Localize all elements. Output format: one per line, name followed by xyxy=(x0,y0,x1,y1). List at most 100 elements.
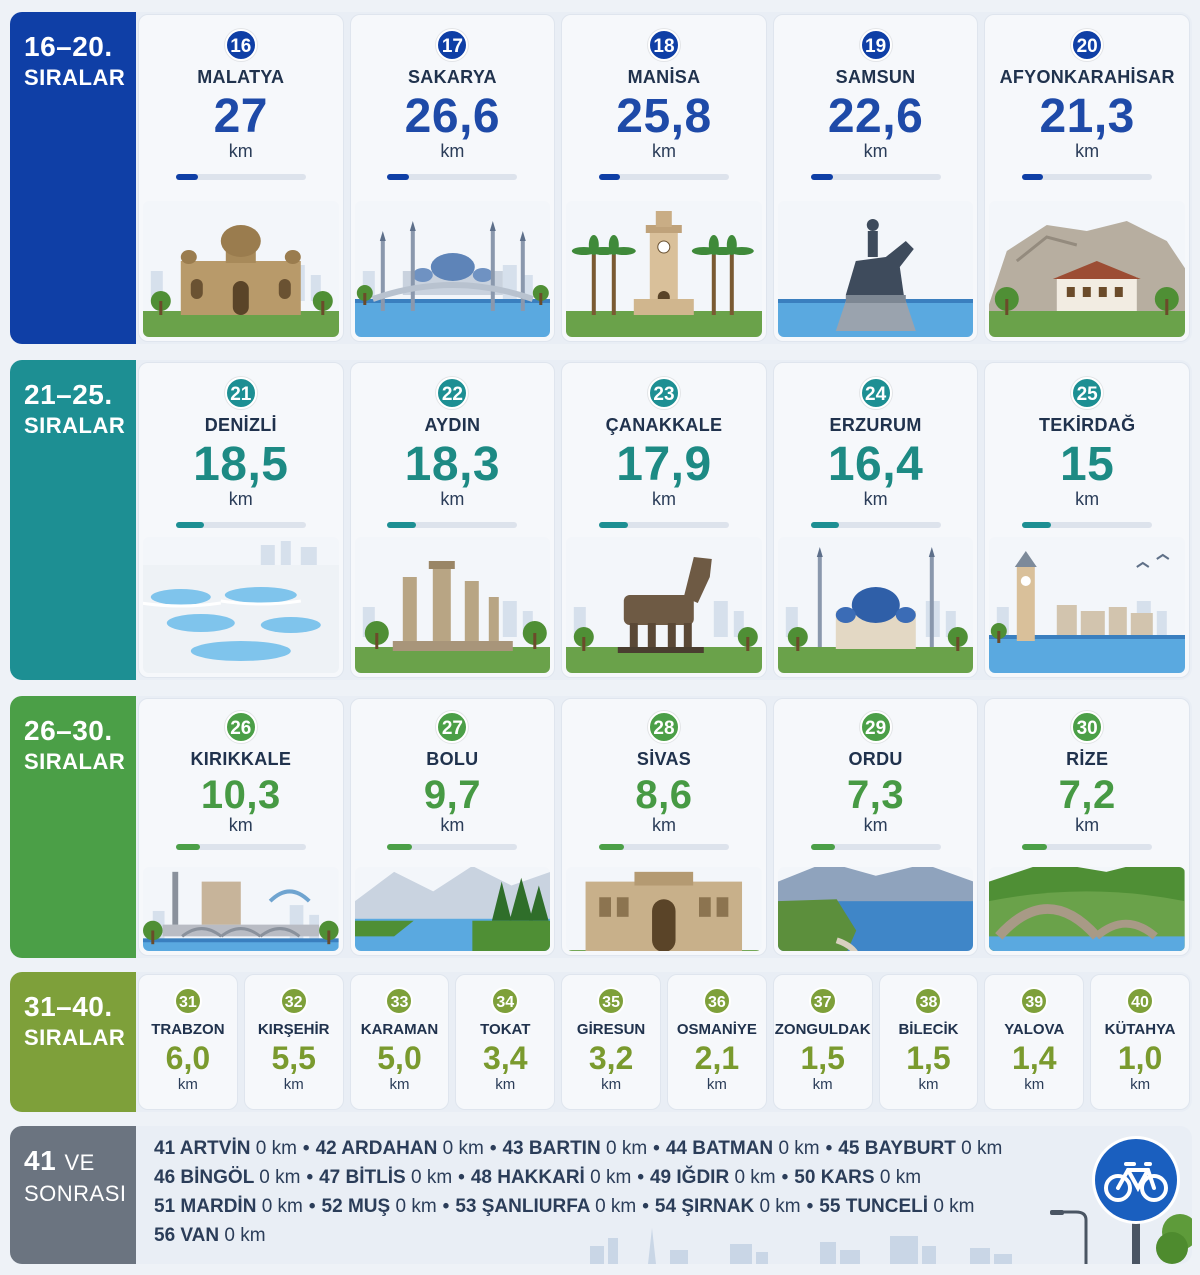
distance-value: 1,5 xyxy=(906,1040,951,1076)
distance-bar xyxy=(387,174,518,180)
trojan-horse-icon xyxy=(566,537,762,673)
rank-badge: 32 xyxy=(279,987,308,1015)
city-name: SAMSUN xyxy=(835,67,916,87)
city-card: 27 BOLU 9,7 km xyxy=(349,698,556,956)
city-card-small: 39 YALOVA 1,4 km xyxy=(984,974,1085,1110)
remaining-city-item: 54 ŞIRNAK 0 km xyxy=(655,1196,801,1217)
city-name: TUNCELİ xyxy=(845,1196,929,1217)
distance-unit: km xyxy=(389,1076,410,1093)
distance-bar xyxy=(810,174,941,180)
mausoleum-icon xyxy=(143,201,339,337)
bridge-river-icon xyxy=(143,867,339,951)
city-name: KIRIKKALE xyxy=(190,749,292,769)
distance-bar xyxy=(810,522,941,528)
distance-bar-fill xyxy=(810,522,840,528)
city-name: HAKKARİ xyxy=(497,1167,585,1188)
distance-value: 0 km xyxy=(261,1196,303,1217)
rank: 43 xyxy=(502,1138,524,1159)
distance-bar-fill xyxy=(598,844,624,850)
distance-value: 22,6 xyxy=(827,90,924,143)
city-card: 17 SAKARYA 26,6 km xyxy=(349,14,556,342)
small-card-row: 31 TRABZON 6,0 km 32 KIRŞEHİR 5,5 km 33 KA… xyxy=(138,974,1190,1110)
city-name: OSMANİYE xyxy=(676,1021,757,1038)
distance-value: 0 km xyxy=(879,1167,922,1188)
city-card-small: 34 TOKAT 3,4 km xyxy=(455,974,556,1110)
city-name: SAKARYA xyxy=(407,67,497,87)
lake-forest-icon xyxy=(354,867,551,951)
city-card: 26 KIRIKKALE 10,3 km xyxy=(138,698,344,956)
group-label-word: SIRALAR xyxy=(24,65,126,90)
group-31-40: 31–40. SIRALAR 31 TRABZON 6,0 km 32 KIRŞE… xyxy=(10,972,1192,1112)
group-label-range: 31–40. xyxy=(24,991,113,1022)
distance-value: 0 km xyxy=(778,1138,820,1159)
madrasa-icon xyxy=(566,867,762,951)
rank-badge: 27 xyxy=(436,711,469,743)
city-name: MARDİN xyxy=(180,1196,257,1217)
distance-value: 0 km xyxy=(224,1225,266,1246)
remaining-city-item: 49 IĞDIR 0 km xyxy=(650,1167,776,1188)
city-name: VAN xyxy=(180,1225,220,1246)
distance-value: 7,3 xyxy=(847,773,905,817)
remaining-city-item: 53 ŞANLIURFA 0 km xyxy=(455,1196,636,1217)
distance-value: 0 km xyxy=(759,1196,801,1217)
city-card-row: 21 DENİZLİ 18,5 km 22 AYDIN 18,3 km 23 Ç… xyxy=(138,362,1190,678)
remaining-city-item: 51 MARDİN 0 km xyxy=(154,1196,303,1217)
distance-unit: km xyxy=(440,141,465,161)
rank-badge: 29 xyxy=(859,711,892,743)
distance-value: 18,5 xyxy=(193,438,289,491)
distance-value: 0 km xyxy=(605,1138,648,1159)
distance-bar xyxy=(175,174,306,180)
city-card-small: 40 KÜTAHYA 1,0 km xyxy=(1090,974,1190,1110)
distance-value: 1,0 xyxy=(1117,1040,1163,1076)
city-name: ZONGULDAK xyxy=(774,1021,871,1038)
city-name: IĞDIR xyxy=(676,1167,730,1188)
rank-badge: 28 xyxy=(647,711,680,743)
distance-bar-fill xyxy=(1022,844,1047,850)
distance-value: 26,6 xyxy=(404,90,501,143)
mosque-bridge-icon xyxy=(354,201,551,337)
distance-value: 0 km xyxy=(734,1167,776,1188)
distance-value: 15 xyxy=(1059,438,1115,491)
clock-tower-icon xyxy=(566,201,762,337)
remaining-city-item: 41 ARTVİN 0 km xyxy=(154,1138,297,1159)
distance-value: 17,9 xyxy=(616,438,712,491)
group-16-20: 16–20. SIRALAR 16 MALATYA 27 km 17 SAKAR… xyxy=(10,12,1192,344)
city-card-row: 26 KIRIKKALE 10,3 km 27 BOLU 9,7 km 28 S… xyxy=(138,698,1190,956)
distance-value: 3,4 xyxy=(483,1040,528,1076)
group-label: 21–25. SIRALAR xyxy=(10,360,136,680)
distance-unit: km xyxy=(228,815,253,835)
remaining-city-item: 46 BİNGÖL 0 km xyxy=(154,1167,300,1188)
distance-unit: km xyxy=(706,1076,727,1093)
distance-bar-fill xyxy=(1022,174,1043,180)
city-name: DENİZLİ xyxy=(204,415,277,435)
rank: 51 xyxy=(154,1196,176,1217)
group-label-suffix: VE xyxy=(64,1150,95,1175)
rank: 41 xyxy=(154,1138,176,1159)
city-name: ŞIRNAK xyxy=(681,1196,755,1217)
city-card: 24 ERZURUM 16,4 km xyxy=(772,362,979,678)
city-card: 21 DENİZLİ 18,5 km xyxy=(138,362,344,678)
rank: 53 xyxy=(455,1196,477,1217)
group-label: 16–20. SIRALAR xyxy=(10,12,136,344)
separator-dot: • xyxy=(442,1196,450,1217)
city-card: 25 TEKİRDAĞ 15 km xyxy=(984,362,1190,678)
distance-bar-fill xyxy=(175,844,201,850)
distance-unit: km xyxy=(495,1076,516,1093)
distance-bar xyxy=(1022,844,1153,850)
city-card-row: 16 MALATYA 27 km 17 SAKARYA 26,6 km 18 M… xyxy=(138,14,1190,342)
separator-dot: • xyxy=(489,1138,497,1159)
city-name: YALOVA xyxy=(1004,1021,1065,1038)
city-name: AFYONKARAHİSAR xyxy=(999,67,1175,87)
city-card-small: 32 KIRŞEHİR 5,5 km xyxy=(243,974,344,1110)
distance-value: 10,3 xyxy=(200,773,281,817)
rank-badge: 24 xyxy=(859,377,892,409)
distance-value: 6,0 xyxy=(165,1040,211,1076)
rank-badge: 40 xyxy=(1126,987,1155,1015)
rank: 48 xyxy=(470,1167,492,1188)
city-name: SİVAS xyxy=(636,749,692,769)
coast-clock-tower-icon xyxy=(989,537,1185,673)
city-name: BİTLİS xyxy=(345,1167,406,1188)
city-name: KIRŞEHİR xyxy=(257,1021,330,1038)
city-card-small: 36 OSMANİYE 2,1 km xyxy=(666,974,767,1110)
rank-badge: 19 xyxy=(859,29,892,61)
